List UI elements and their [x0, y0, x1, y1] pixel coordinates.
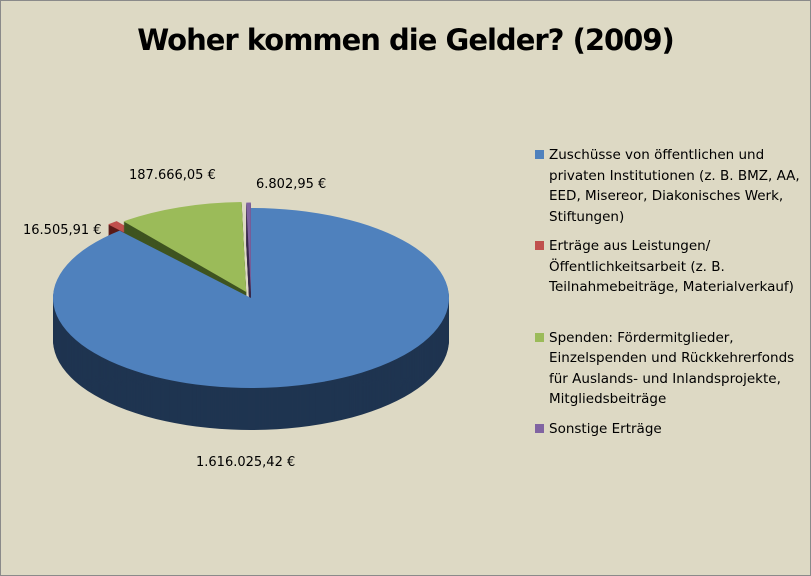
pie-slice-zuschuesse: [52, 208, 450, 430]
data-label-sonstige: 6.802,95 €: [256, 177, 327, 192]
slice-top: [52, 208, 449, 388]
legend-item-ertraege: Erträge aus Leistungen/Öffentlichkeitsar…: [533, 236, 803, 298]
legend-item-zuschuesse: Zuschüsse von öffentlichen und privaten …: [533, 145, 803, 227]
data-label-zuschuesse: 1.616.025,42 €: [196, 455, 296, 470]
legend-item-spenden: Spenden: Fördermitglieder, Einzelspenden…: [533, 328, 803, 410]
legend: Zuschüsse von öffentlichen und privaten …: [533, 145, 803, 448]
legend-label: Spenden: Fördermitglieder, Einzelspenden…: [549, 329, 795, 408]
legend-swatch: [535, 150, 544, 159]
slice-top: [246, 202, 251, 293]
legend-label: Erträge aus Leistungen/Öffentlichkeitsar…: [549, 238, 794, 295]
data-label-spenden: 187.666,05 €: [129, 168, 216, 183]
chart-title: Woher kommen die Gelder? (2009): [137, 23, 675, 57]
legend-swatch: [535, 241, 544, 250]
data-label-ertraege: 16.505,91 €: [23, 223, 102, 238]
legend-label: Sonstige Erträge: [549, 420, 662, 437]
slice-top: [123, 202, 247, 293]
legend-swatch: [535, 332, 544, 342]
legend-swatch: [535, 423, 544, 433]
legend-item-sonstige: Sonstige Erträge: [533, 419, 803, 440]
legend-label: Zuschüsse von öffentlichen und privaten …: [549, 147, 800, 225]
